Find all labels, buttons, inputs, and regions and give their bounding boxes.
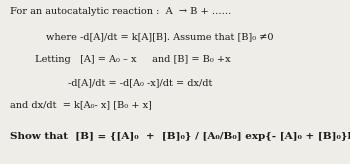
Text: Letting   [A] = A₀ – x     and [B] = B₀ +x: Letting [A] = A₀ – x and [B] = B₀ +x xyxy=(35,55,231,64)
Text: For an autocatalytic reaction :  A  → B + ……: For an autocatalytic reaction : A → B + … xyxy=(10,7,231,16)
Text: Show that  [B] = {[A]₀  +  [B]₀} / [A₀/B₀] exp{- [A]₀ + [B]₀}kt + 1: Show that [B] = {[A]₀ + [B]₀} / [A₀/B₀] … xyxy=(10,132,350,141)
Text: where -d[A]/dt = k[A][B]. Assume that [B]₀ ≠0: where -d[A]/dt = k[A][B]. Assume that [B… xyxy=(46,32,273,41)
Text: -d[A]/dt = -d[A₀ -x]/dt = dx/dt: -d[A]/dt = -d[A₀ -x]/dt = dx/dt xyxy=(68,78,213,87)
Text: and dx/dt  = k[A₀- x] [B₀ + x]: and dx/dt = k[A₀- x] [B₀ + x] xyxy=(10,100,152,109)
